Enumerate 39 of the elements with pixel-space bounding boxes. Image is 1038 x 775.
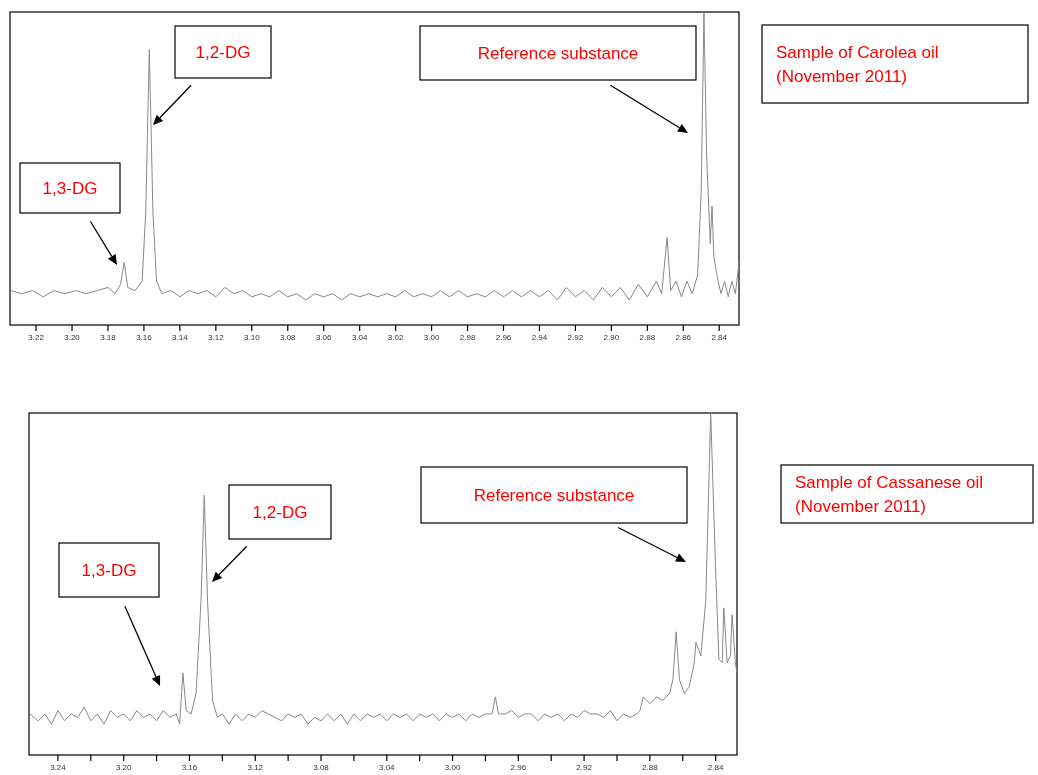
x-tick-label: 2.84 (707, 763, 724, 772)
annotation: 1,3-DG (42, 179, 98, 198)
x-tick-label: 3.14 (172, 333, 189, 342)
x-tick-label: 2.88 (642, 763, 659, 772)
annotation: Reference substance (477, 44, 639, 63)
x-tick-label: 3.18 (100, 333, 117, 342)
x-tick-label: 2.94 (531, 333, 548, 342)
text: Sample of Cassanese oil (November 2011) (795, 473, 984, 516)
x-tick-label: 3.10 (244, 333, 261, 342)
x-tick-label: 2.92 (567, 333, 584, 342)
x-tick-label: 2.96 (495, 333, 512, 342)
x-tick-label: 3.16 (136, 333, 153, 342)
x-tick-label: 3.00 (423, 333, 440, 342)
x-tick-label: 3.12 (247, 763, 264, 772)
x-tick-label: 2.92 (576, 763, 593, 772)
x-tick-label: 3.04 (351, 333, 368, 342)
x-tick-label: 3.08 (279, 333, 297, 342)
text: Sample of Carolea oil (November 2011) (776, 43, 939, 86)
x-tick-label: 2.90 (603, 333, 620, 342)
x-tick-label: 2.98 (459, 333, 476, 342)
x-tick-label: 3.06 (315, 333, 333, 342)
x-tick-label: 3.20 (64, 333, 81, 342)
x-tick-label: 3.24 (50, 763, 67, 772)
x-tick-label: 3.02 (387, 333, 404, 342)
x-tick-label: 3.12 (208, 333, 225, 342)
x-tick-label: 3.00 (444, 763, 461, 772)
annotation: Reference substance (473, 486, 635, 505)
x-tick-label: 3.04 (378, 763, 396, 772)
x-tick-label: 2.86 (675, 333, 692, 342)
annotation: 1,3-DG (81, 561, 137, 580)
x-tick-label: 3.22 (28, 333, 45, 342)
x-tick-label: 3.16 (181, 763, 198, 772)
x-tick-label: 2.84 (711, 333, 728, 342)
x-tick-label: 2.88 (639, 333, 656, 342)
x-tick-label: 3.08 (313, 763, 330, 772)
annotation: 1,2-DG (195, 43, 251, 62)
annotation: 1,2-DG (252, 503, 308, 522)
x-tick-label: 3.20 (115, 763, 133, 772)
x-tick-label: 2.96 (510, 763, 527, 772)
